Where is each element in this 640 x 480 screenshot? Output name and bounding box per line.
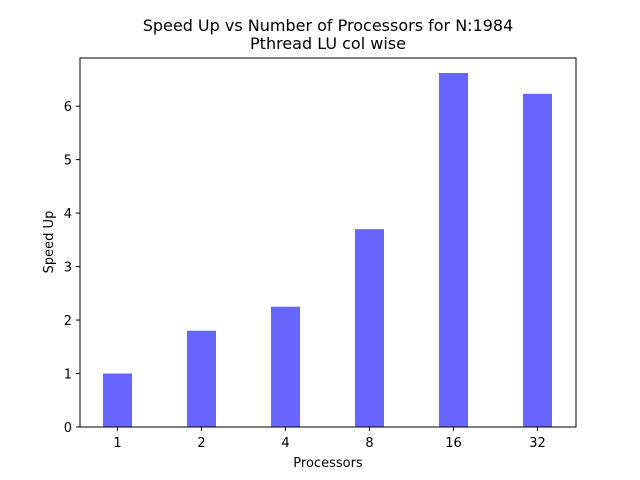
x-axis-ticks: 1 2 4 8 16 32	[113, 427, 546, 451]
bars-group	[103, 72, 552, 428]
y-tick-label: 6	[64, 100, 72, 115]
y-tick-label: 2	[64, 314, 72, 329]
bar-32	[523, 93, 552, 427]
y-tick-label: 0	[64, 421, 72, 436]
y-axis-ticks: 0 1 2 3 4 5 6	[64, 100, 80, 436]
x-tick-label: 1	[113, 436, 121, 451]
x-axis-label: Processors	[293, 456, 363, 471]
y-tick-label: 4	[64, 207, 72, 222]
bar-4	[271, 306, 300, 427]
bar-1	[103, 373, 132, 427]
bar-2	[187, 330, 216, 427]
x-tick-label: 2	[197, 436, 205, 451]
x-tick-label: 4	[281, 436, 289, 451]
chart-subtitle: Pthread LU col wise	[250, 34, 406, 53]
y-tick-label: 3	[64, 261, 72, 276]
y-tick-label: 5	[64, 154, 72, 169]
x-tick-label: 32	[529, 436, 546, 451]
plot-area-frame	[79, 57, 577, 428]
chart-title: Speed Up vs Number of Processors for N:1…	[143, 16, 514, 35]
x-tick-label: 16	[445, 436, 462, 451]
bar-16	[439, 72, 468, 428]
x-tick-label: 8	[365, 436, 373, 451]
y-axis-label: Speed Up	[42, 211, 57, 274]
y-tick-label: 1	[64, 368, 72, 383]
bar-8	[355, 229, 384, 427]
